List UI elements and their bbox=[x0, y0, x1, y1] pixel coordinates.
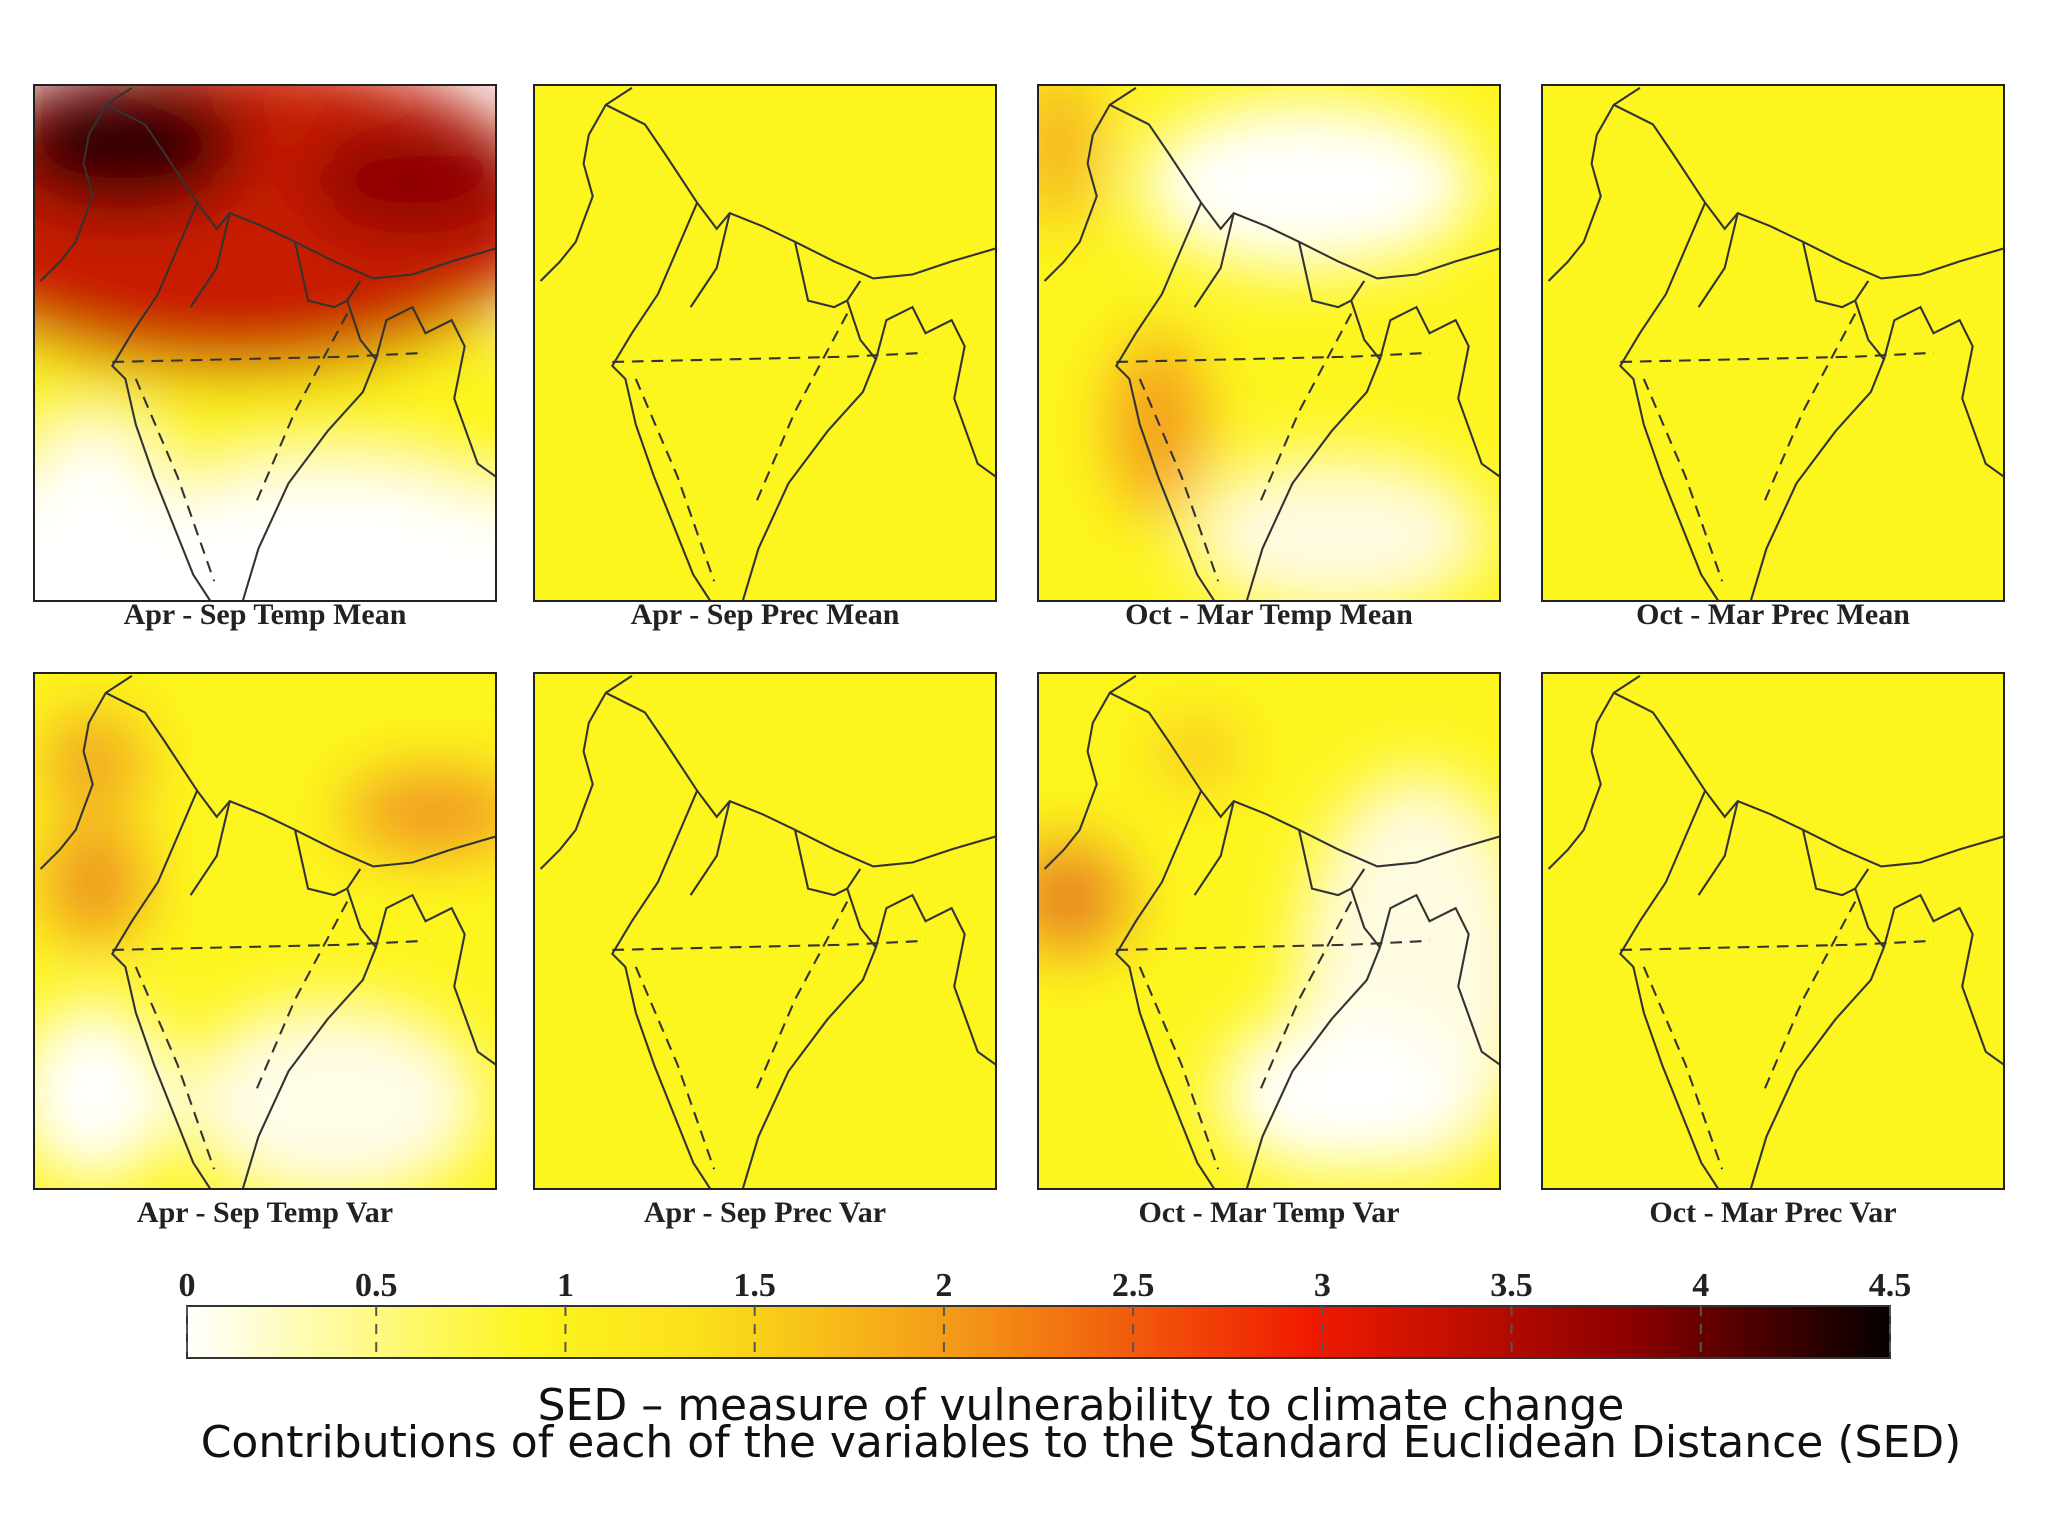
heat-blob bbox=[184, 1003, 484, 1189]
map-panels: Apr - Sep Temp Mean Apr - Sep Prec Mean Oc… bbox=[33, 84, 2005, 1229]
panel-frame bbox=[533, 84, 997, 602]
panel-label: Apr - Sep Prec Mean bbox=[631, 598, 900, 631]
panel-frame bbox=[533, 672, 997, 1190]
panel-frame bbox=[33, 84, 497, 602]
colorbar: 0 0.5 1 1.5 2 2.5 3 3.5 4 4.5 bbox=[179, 1267, 1912, 1359]
map-panel bbox=[1542, 85, 2004, 601]
panel-bg bbox=[1542, 85, 2004, 601]
heat-blob bbox=[134, 465, 496, 601]
panel-label: Apr - Sep Temp Mean bbox=[124, 598, 407, 631]
map-panel bbox=[534, 85, 996, 601]
panel-label: Apr - Sep Prec Var bbox=[644, 1196, 886, 1229]
heat-blob bbox=[1113, 335, 1203, 515]
map-panel bbox=[1542, 673, 2004, 1189]
colorbar-gradient bbox=[186, 1305, 1891, 1359]
panel-frame bbox=[1037, 672, 1501, 1190]
tick-label: 3 bbox=[1314, 1267, 1331, 1304]
heat-blob bbox=[34, 425, 164, 585]
panel-label: Oct - Mar Prec Mean bbox=[1636, 598, 1910, 631]
heat-layer bbox=[1038, 728, 1500, 1173]
heat-blob bbox=[34, 1003, 174, 1183]
panel-bg bbox=[534, 673, 996, 1189]
panel-bg bbox=[1542, 673, 2004, 1189]
map-panel bbox=[34, 85, 496, 601]
heat-blob bbox=[44, 713, 144, 813]
map-panel bbox=[1038, 673, 1500, 1189]
panel-bg bbox=[534, 85, 996, 601]
tick-label: 4 bbox=[1692, 1267, 1709, 1304]
panel-frame bbox=[1541, 84, 2005, 602]
heat-blob bbox=[34, 85, 244, 210]
tick-label: 2.5 bbox=[1112, 1267, 1155, 1304]
panel-label: Apr - Sep Temp Var bbox=[137, 1196, 393, 1229]
tick-label: 0.5 bbox=[355, 1267, 398, 1304]
panel-frame bbox=[1541, 672, 2005, 1190]
tick-label: 4.5 bbox=[1869, 1267, 1912, 1304]
heat-blob bbox=[1038, 843, 1128, 953]
title: SED – measure of vulnerability to climat… bbox=[538, 1380, 1625, 1431]
heat-blob bbox=[44, 823, 144, 943]
map-panel bbox=[534, 673, 996, 1189]
heat-blob bbox=[1188, 455, 1488, 601]
tick-label: 1 bbox=[557, 1267, 574, 1304]
heat-layer bbox=[1038, 85, 1488, 601]
tick-label: 2 bbox=[935, 1267, 952, 1304]
panel-frame bbox=[33, 672, 497, 1190]
panel-frame bbox=[1037, 84, 1501, 602]
map-panel bbox=[1038, 85, 1500, 601]
heat-layer bbox=[34, 85, 496, 601]
heat-blob bbox=[1218, 1013, 1458, 1173]
panel-label: Oct - Mar Temp Var bbox=[1138, 1196, 1399, 1229]
tick-label: 1.5 bbox=[733, 1267, 776, 1304]
heat-blob bbox=[304, 125, 496, 235]
heat-layer bbox=[34, 713, 496, 1189]
tick-label: 0 bbox=[179, 1267, 196, 1304]
panel-label: Oct - Mar Temp Mean bbox=[1125, 598, 1413, 631]
heat-blob bbox=[344, 773, 496, 853]
panel-label: Oct - Mar Prec Var bbox=[1649, 1196, 1896, 1229]
tick-label: 3.5 bbox=[1490, 1267, 1533, 1304]
subtitle: Contributions of each of the variables t… bbox=[201, 1417, 1962, 1468]
heat-blob bbox=[1158, 728, 1238, 778]
heat-blob bbox=[1038, 85, 1098, 225]
map-panel bbox=[34, 673, 496, 1189]
